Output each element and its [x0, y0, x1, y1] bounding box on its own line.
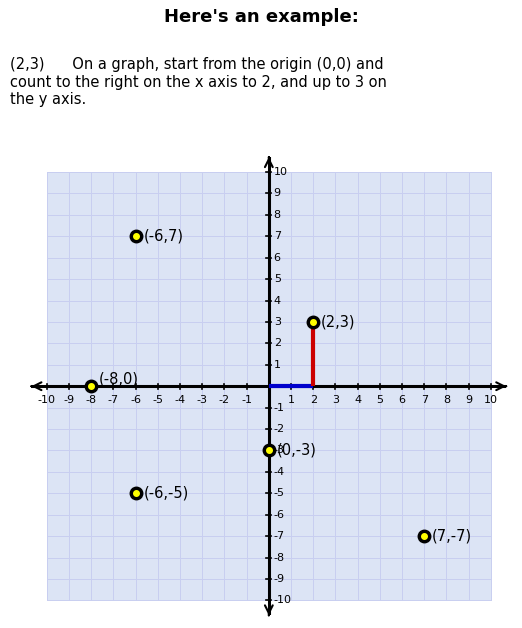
Text: (-6,7): (-6,7) — [144, 229, 183, 244]
Text: 3: 3 — [332, 395, 339, 405]
Text: -4: -4 — [174, 395, 186, 405]
Text: (-6,-5): (-6,-5) — [144, 486, 188, 501]
Text: 9: 9 — [274, 188, 281, 198]
Text: (-8,0): (-8,0) — [99, 371, 139, 386]
Text: 5: 5 — [274, 274, 281, 284]
Text: -2: -2 — [274, 424, 285, 434]
Text: -1: -1 — [274, 403, 284, 413]
Text: -9: -9 — [64, 395, 75, 405]
Text: 10: 10 — [484, 395, 498, 405]
Text: 7: 7 — [421, 395, 428, 405]
Text: -4: -4 — [274, 467, 285, 477]
Text: 9: 9 — [465, 395, 472, 405]
Text: -7: -7 — [108, 395, 119, 405]
Text: -3: -3 — [274, 445, 284, 455]
Text: 4: 4 — [274, 296, 281, 306]
Text: 7: 7 — [274, 231, 281, 241]
Text: 2: 2 — [274, 338, 281, 349]
Text: 2: 2 — [310, 395, 317, 405]
Text: -6: -6 — [130, 395, 141, 405]
Text: -6: -6 — [274, 510, 284, 520]
Text: Here's an example:: Here's an example: — [163, 8, 359, 26]
Text: 4: 4 — [354, 395, 361, 405]
Text: 8: 8 — [274, 210, 281, 220]
Text: (0,-3): (0,-3) — [277, 443, 316, 458]
Text: -8: -8 — [274, 553, 285, 563]
Text: -5: -5 — [274, 489, 284, 499]
Text: 6: 6 — [398, 395, 406, 405]
Text: -3: -3 — [197, 395, 208, 405]
Text: -8: -8 — [86, 395, 97, 405]
Text: 8: 8 — [443, 395, 450, 405]
Text: 1: 1 — [274, 360, 281, 370]
Text: (7,-7): (7,-7) — [432, 529, 472, 544]
Text: 10: 10 — [274, 167, 288, 177]
Text: -2: -2 — [219, 395, 230, 405]
Text: 5: 5 — [376, 395, 383, 405]
Text: (2,3): (2,3) — [321, 315, 355, 330]
Text: -10: -10 — [38, 395, 56, 405]
Text: 3: 3 — [274, 317, 281, 327]
Text: -1: -1 — [241, 395, 252, 405]
Text: -10: -10 — [274, 595, 292, 605]
Text: 6: 6 — [274, 252, 281, 263]
Text: 1: 1 — [288, 395, 294, 405]
Text: -9: -9 — [274, 574, 285, 584]
Text: -7: -7 — [274, 531, 285, 541]
Text: (2,3)      On a graph, start from the origin (0,0) and
count to the right on the: (2,3) On a graph, start from the origin … — [10, 57, 387, 107]
Text: -5: -5 — [152, 395, 163, 405]
